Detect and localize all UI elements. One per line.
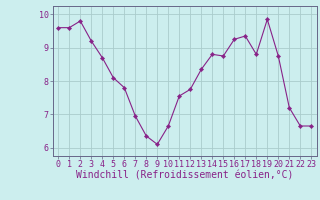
X-axis label: Windchill (Refroidissement éolien,°C): Windchill (Refroidissement éolien,°C) bbox=[76, 171, 293, 181]
